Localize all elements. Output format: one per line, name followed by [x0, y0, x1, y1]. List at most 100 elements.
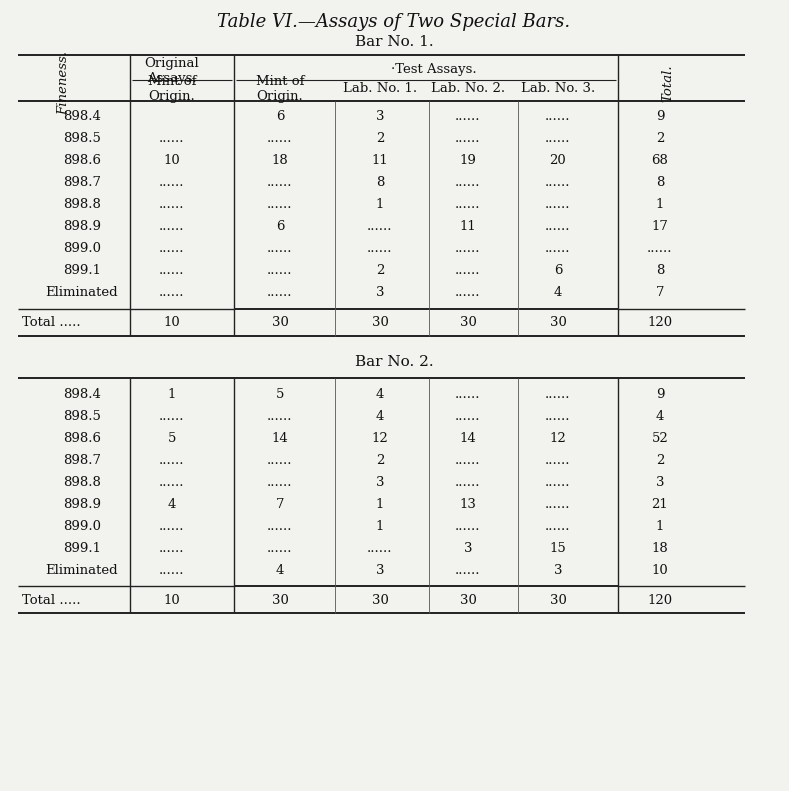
Text: ......: ...... [267, 475, 293, 489]
Text: ......: ...... [545, 243, 570, 255]
Text: 899.1: 899.1 [63, 542, 101, 554]
Text: ......: ...... [455, 453, 481, 467]
Text: Lab. No. 1.: Lab. No. 1. [343, 82, 417, 96]
Text: ......: ...... [455, 410, 481, 422]
Text: 2: 2 [656, 453, 664, 467]
Text: Bar No. 2.: Bar No. 2. [355, 355, 433, 369]
Text: ......: ...... [267, 133, 293, 146]
Text: 898.6: 898.6 [63, 432, 101, 445]
Text: ......: ...... [455, 475, 481, 489]
Text: ......: ...... [545, 410, 570, 422]
Text: 898.9: 898.9 [63, 498, 101, 510]
Text: ......: ...... [455, 388, 481, 400]
Text: 1: 1 [656, 199, 664, 211]
Text: ......: ...... [545, 133, 570, 146]
Text: 11: 11 [372, 154, 388, 168]
Text: Eliminated: Eliminated [46, 286, 118, 300]
Text: 2: 2 [376, 264, 384, 278]
Text: 4: 4 [276, 563, 284, 577]
Text: 3: 3 [376, 111, 384, 123]
Text: 3: 3 [376, 563, 384, 577]
Text: 20: 20 [550, 154, 567, 168]
Text: ......: ...... [159, 475, 185, 489]
Text: ......: ...... [455, 199, 481, 211]
Text: 3: 3 [376, 286, 384, 300]
Text: ......: ...... [367, 542, 393, 554]
Text: 3: 3 [656, 475, 664, 489]
Text: 3: 3 [376, 475, 384, 489]
Text: 10: 10 [163, 593, 181, 607]
Text: ......: ...... [545, 475, 570, 489]
Text: 15: 15 [550, 542, 567, 554]
Text: 4: 4 [376, 410, 384, 422]
Text: 9: 9 [656, 111, 664, 123]
Text: 1: 1 [376, 520, 384, 532]
Text: 10: 10 [652, 563, 668, 577]
Text: Total .....: Total ..... [22, 593, 80, 607]
Text: ......: ...... [267, 243, 293, 255]
Text: ......: ...... [159, 286, 185, 300]
Text: Mint of
Origin.: Mint of Origin. [148, 75, 196, 103]
Text: ......: ...... [455, 133, 481, 146]
Text: Bar No. 1.: Bar No. 1. [355, 35, 433, 49]
Text: 6: 6 [275, 111, 284, 123]
Text: 898.7: 898.7 [63, 453, 101, 467]
Text: 4: 4 [376, 388, 384, 400]
Text: Lab. No. 3.: Lab. No. 3. [521, 82, 595, 96]
Text: ......: ...... [545, 388, 570, 400]
Text: Original
Assays.: Original Assays. [144, 57, 200, 85]
Text: 7: 7 [275, 498, 284, 510]
Text: 18: 18 [652, 542, 668, 554]
Text: ......: ...... [159, 453, 185, 467]
Text: ......: ...... [367, 221, 393, 233]
Text: 2: 2 [376, 133, 384, 146]
Text: ......: ...... [545, 176, 570, 190]
Text: 1: 1 [376, 498, 384, 510]
Text: 899.0: 899.0 [63, 243, 101, 255]
Text: ......: ...... [455, 264, 481, 278]
Text: Total .....: Total ..... [22, 316, 80, 330]
Text: 30: 30 [550, 316, 567, 330]
Text: 898.5: 898.5 [63, 133, 101, 146]
Text: 899.0: 899.0 [63, 520, 101, 532]
Text: ......: ...... [545, 453, 570, 467]
Text: ......: ...... [455, 563, 481, 577]
Text: 1: 1 [656, 520, 664, 532]
Text: 5: 5 [168, 432, 176, 445]
Text: 8: 8 [376, 176, 384, 190]
Text: ......: ...... [159, 542, 185, 554]
Text: ......: ...... [367, 243, 393, 255]
Text: ......: ...... [159, 520, 185, 532]
Text: ......: ...... [159, 243, 185, 255]
Text: 18: 18 [271, 154, 288, 168]
Text: ......: ...... [545, 221, 570, 233]
Text: 10: 10 [163, 154, 181, 168]
Text: ......: ...... [545, 520, 570, 532]
Text: ......: ...... [267, 520, 293, 532]
Text: ......: ...... [267, 542, 293, 554]
Text: 11: 11 [460, 221, 477, 233]
Text: ......: ...... [455, 520, 481, 532]
Text: 4: 4 [554, 286, 563, 300]
Text: ......: ...... [455, 243, 481, 255]
Text: 120: 120 [648, 316, 672, 330]
Text: 3: 3 [464, 542, 473, 554]
Text: 899.1: 899.1 [63, 264, 101, 278]
Text: 7: 7 [656, 286, 664, 300]
Text: 3: 3 [554, 563, 563, 577]
Text: 30: 30 [372, 593, 388, 607]
Text: ......: ...... [455, 111, 481, 123]
Text: ......: ...... [159, 563, 185, 577]
Text: 2: 2 [376, 453, 384, 467]
Text: ......: ...... [267, 286, 293, 300]
Text: 898.7: 898.7 [63, 176, 101, 190]
Text: 30: 30 [372, 316, 388, 330]
Text: 10: 10 [163, 316, 181, 330]
Text: 898.4: 898.4 [63, 111, 101, 123]
Text: 8: 8 [656, 176, 664, 190]
Text: 13: 13 [459, 498, 477, 510]
Text: 52: 52 [652, 432, 668, 445]
Text: 14: 14 [460, 432, 477, 445]
Text: ......: ...... [545, 498, 570, 510]
Text: 14: 14 [271, 432, 288, 445]
